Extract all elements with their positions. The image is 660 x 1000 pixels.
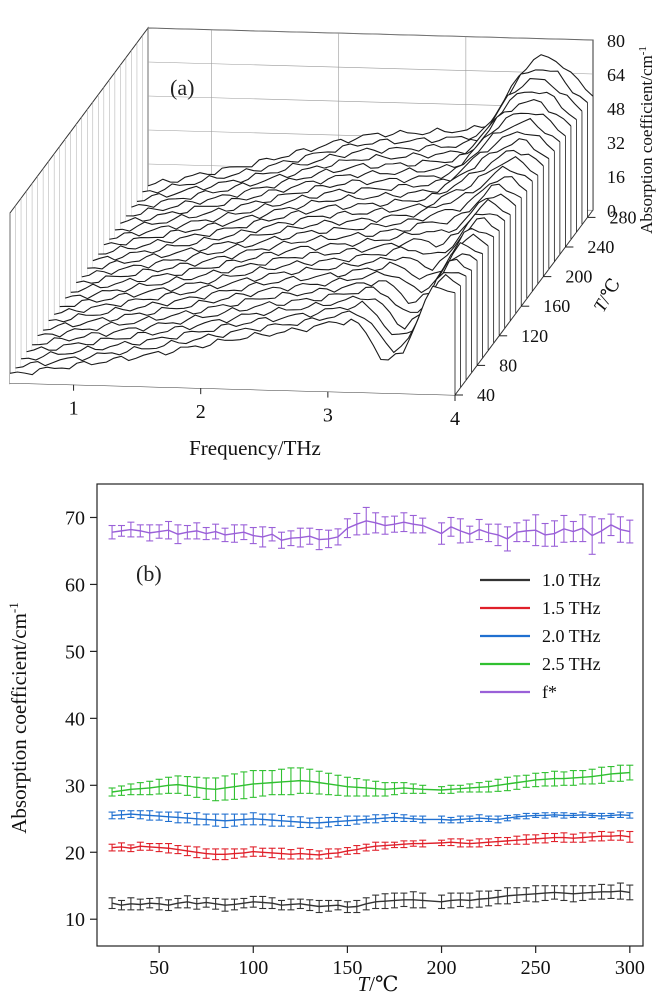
floor-right-edge	[454, 209, 594, 396]
spectrum-line	[136, 78, 583, 202]
panel-b-y-axis-label: Absorption coefficient/cm-1	[6, 602, 31, 833]
panel-a-z-axis-label-sup: -1	[637, 46, 649, 55]
z-tick-label: 64	[607, 65, 625, 85]
spectrum-line	[125, 99, 572, 217]
spectrum-line	[26, 258, 472, 353]
panel-b-x-axis-label-main: T	[357, 972, 370, 996]
panel-a-y-axis-label: T/℃	[589, 275, 624, 315]
back-wall-gridline	[147, 61, 594, 75]
panel-b-y-axis-label-sup: -1	[6, 602, 21, 613]
panel-a-z-ticks: 0 16 32 48 64 80	[607, 31, 625, 221]
x-tick-label: 100	[238, 957, 268, 979]
panel-a-x-ticks: 1 2 3 4	[69, 384, 460, 430]
spectrum-line	[120, 112, 566, 224]
series-line	[111, 771, 630, 793]
x-tick-label: 3	[323, 405, 333, 427]
spectrum-line	[103, 138, 550, 246]
series-2-0-thz	[108, 810, 634, 829]
panel-a-z-axis-label: Absorption coefficient/cm-1	[637, 46, 656, 234]
spectrum-line	[92, 155, 539, 262]
legend-label: 1.5 THz	[542, 598, 601, 618]
legend-label: 2.5 THz	[542, 654, 601, 674]
y-tick-label: 20	[65, 842, 85, 864]
series-line	[111, 520, 630, 541]
x-tick-label: 1	[69, 398, 79, 420]
legend-label: f*	[542, 682, 557, 702]
panel-b-series	[108, 506, 634, 914]
z-tick-label: 48	[607, 99, 625, 119]
x-tick-label: 250	[521, 957, 551, 979]
y-tick-label: 10	[65, 909, 85, 931]
y-tick-label: 80	[499, 355, 517, 375]
spectrum-line	[15, 273, 461, 369]
series-1-0-thz	[108, 882, 634, 914]
x-tick-label: 300	[615, 957, 645, 979]
panel-b-y-axis-label-text: Absorption coefficient/cm	[7, 613, 31, 834]
y-tick-label: 40	[477, 385, 495, 405]
y-tick-label: 120	[521, 326, 548, 346]
y-tick-label: 40	[65, 708, 85, 730]
y-tick-label: 50	[65, 641, 85, 663]
x-tick-label: 2	[196, 401, 206, 423]
x-tick-label: 200	[427, 957, 457, 979]
spectrum-line	[98, 149, 544, 255]
spectrum-line	[9, 285, 456, 376]
spectrum-line	[54, 217, 500, 315]
x-tick-label: 4	[450, 408, 460, 430]
spectrum-line	[43, 233, 489, 331]
panel-a-x-axis-label: Frequency/THz	[189, 436, 321, 460]
panel-b-x-axis-label: T/℃	[357, 972, 398, 996]
spectrum-line	[65, 198, 511, 300]
spectrum-line	[76, 183, 522, 284]
z-tick-label: 32	[607, 133, 625, 153]
spectrum-line	[32, 253, 478, 346]
series-line	[112, 813, 630, 824]
panel-b-ticks: 10 20 30 40 50 60 70 50 100 150 200 250 300	[65, 507, 645, 979]
spectrum-line	[59, 213, 506, 308]
series-line	[112, 834, 630, 856]
spectrum-line	[48, 227, 494, 323]
spectrum-line	[81, 176, 528, 278]
spectrum-line	[114, 117, 561, 232]
series-f-	[108, 506, 634, 555]
panel-a-z-axis-label-text: Absorption coefficient/cm	[637, 55, 656, 234]
y-tick-label: 280	[609, 207, 636, 227]
z-tick-label: 0	[607, 201, 616, 221]
spectrum-line	[20, 272, 467, 361]
spectrum-line	[37, 241, 483, 338]
y-tick-label: 200	[565, 267, 592, 287]
legend-label: 2.0 THz	[542, 626, 601, 646]
panel-a-spectra	[9, 54, 594, 395]
legend-label: 1.0 THz	[542, 570, 601, 590]
panel-b-legend: 1.0 THz 1.5 THz 2.0 THz 2.5 THz f*	[480, 570, 601, 702]
z-tick-label: 16	[607, 167, 625, 187]
spectrum-line	[131, 91, 577, 208]
series-2-5-thz	[108, 764, 634, 802]
y-tick-label: 60	[65, 574, 85, 596]
spectrum-line	[109, 131, 555, 240]
z-tick-label: 80	[607, 31, 625, 51]
x-tick-label: 50	[149, 957, 169, 979]
x-tick-label: 150	[332, 957, 362, 979]
panel-b-x-axis-label-unit: /℃	[369, 972, 398, 996]
spectrum-line	[147, 54, 594, 187]
y-tick-label: 30	[65, 775, 85, 797]
y-tick-label: 160	[543, 296, 570, 316]
spectrum-line	[87, 165, 533, 270]
spectrum-line	[142, 69, 588, 194]
series-1-5-thz	[108, 830, 634, 861]
spectrum-line	[70, 193, 517, 293]
y-tick-label: 70	[65, 507, 85, 529]
back-wall-gridline	[147, 27, 594, 41]
panel-b-label: (b)	[136, 561, 162, 586]
panel-a-label: (a)	[170, 75, 194, 100]
y-tick-label: 240	[587, 237, 614, 257]
panel-b-plot-frame	[96, 483, 644, 947]
